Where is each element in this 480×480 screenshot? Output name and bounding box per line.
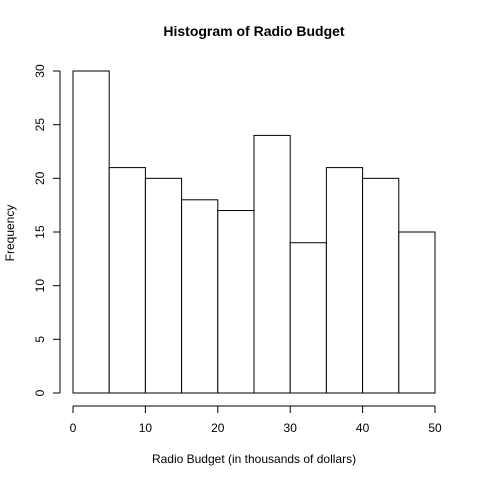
y-tick-label: 10 [33, 279, 47, 293]
x-tick-label: 20 [211, 421, 225, 435]
histogram-bar-15-20 [181, 199, 219, 394]
histogram-bar-45-50 [398, 231, 436, 394]
x-tick-label: 40 [356, 421, 370, 435]
y-tick-label: 0 [33, 389, 47, 396]
x-axis-label: Radio Budget (in thousands of dollars) [152, 452, 356, 466]
histogram-bar-40-45 [362, 177, 400, 394]
y-tick-label: 20 [33, 171, 47, 185]
x-tick-label: 50 [428, 421, 442, 435]
y-tick-label: 30 [33, 64, 47, 78]
y-axis-label: Frequency [3, 205, 17, 262]
x-tick-label: 0 [70, 421, 77, 435]
y-tick-label: 5 [33, 336, 47, 343]
y-axis: 0 5 10 15 20 25 30 [33, 64, 61, 396]
y-tick-label: 15 [33, 225, 47, 239]
histogram-bar-0-5 [72, 70, 110, 394]
histogram-bar-35-40 [325, 167, 364, 394]
bars-group [72, 70, 436, 394]
chart-title: Histogram of Radio Budget [163, 23, 345, 39]
histogram-bar-30-35 [289, 242, 327, 394]
histogram-bar-10-15 [144, 177, 183, 394]
x-tick-label: 30 [284, 421, 298, 435]
histogram-bar-5-10 [108, 167, 146, 394]
histogram-bar-25-30 [253, 134, 291, 394]
x-axis: 0 10 20 30 40 50 [70, 405, 442, 435]
x-tick-label: 10 [139, 421, 153, 435]
histogram-bar-20-25 [217, 210, 255, 394]
y-tick-label: 25 [33, 118, 47, 132]
